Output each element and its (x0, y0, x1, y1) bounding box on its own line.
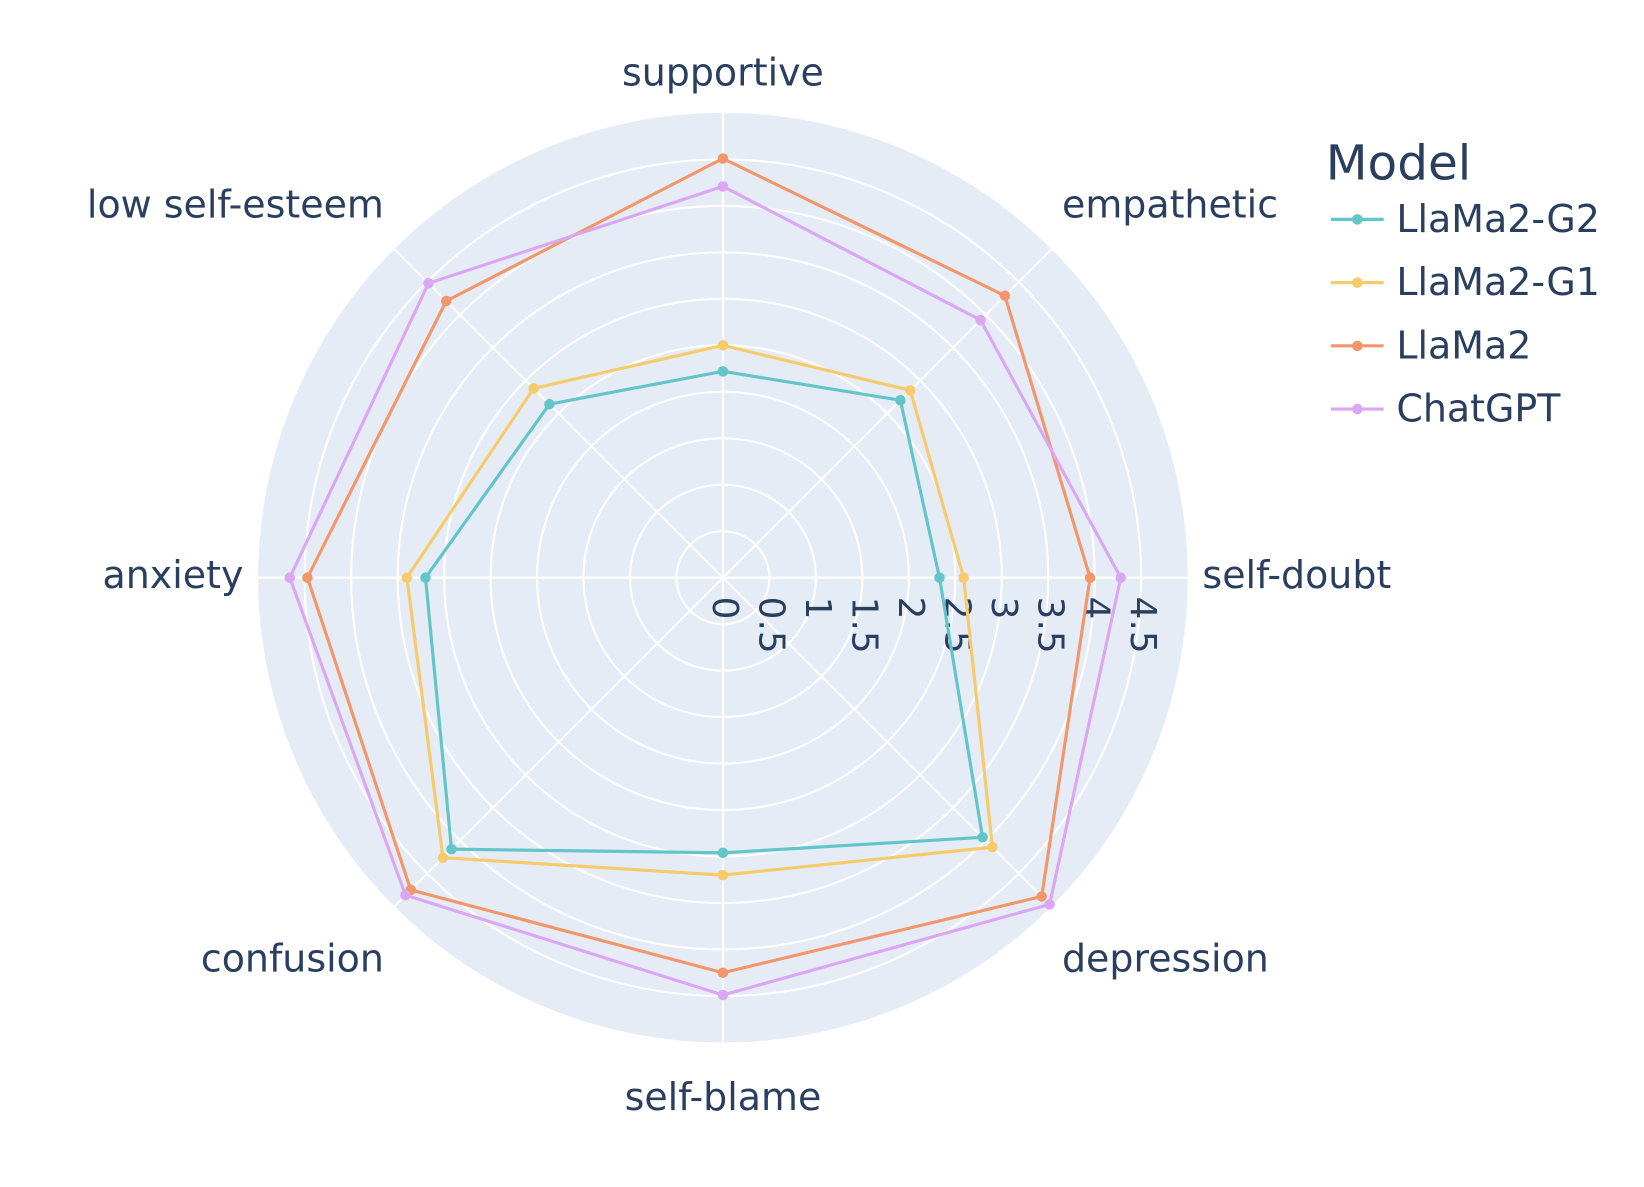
point (987, 841, 998, 853)
point (958, 572, 969, 583)
point (975, 314, 986, 326)
category-label: self-blame (625, 1075, 822, 1119)
point (717, 967, 729, 978)
legend-title: Model (1326, 135, 1472, 191)
legend-marker (1352, 340, 1363, 352)
point (895, 394, 906, 406)
spoke (722, 248, 1053, 579)
category-label: anxiety (103, 553, 244, 597)
category-label: depression (1062, 937, 1269, 981)
point (1084, 572, 1096, 583)
point (437, 852, 449, 863)
r-tick-label: 0.5 (750, 597, 791, 654)
category-label: supportive (622, 51, 824, 95)
point (423, 277, 434, 289)
point (302, 572, 313, 583)
point (977, 832, 988, 843)
point (999, 290, 1011, 302)
point (420, 572, 431, 583)
point (717, 847, 729, 859)
point (528, 383, 539, 394)
legend-label: LlaMa2-G1 (1396, 260, 1600, 304)
point (440, 295, 452, 307)
r-tick-label: 3 (983, 597, 1024, 620)
category-label: empathetic (1062, 183, 1278, 227)
r-tick-label: 1 (797, 597, 838, 620)
point (717, 181, 729, 192)
point (717, 869, 729, 881)
r-tick-label: 3.5 (1029, 597, 1070, 654)
point (544, 398, 555, 410)
legend-label: ChatGPT (1396, 387, 1561, 431)
legend-label: LlaMa2 (1396, 323, 1531, 367)
point (446, 843, 457, 855)
legend-marker (1352, 214, 1363, 225)
point (717, 989, 729, 1001)
category-label: low self-esteem (87, 183, 384, 227)
point (717, 340, 729, 351)
legend-marker (1352, 403, 1363, 415)
point (934, 572, 945, 583)
point (717, 153, 729, 164)
legend-marker (1352, 277, 1363, 288)
category-label: confusion (201, 937, 384, 981)
point (1044, 899, 1055, 910)
point (717, 366, 729, 377)
spoke (722, 576, 1053, 908)
r-tick-label: 4.5 (1122, 597, 1163, 654)
point (904, 385, 916, 396)
r-tick-label: 0 (704, 597, 745, 620)
category-label: self-doubt (1202, 553, 1391, 597)
r-tick-label: 1.5 (843, 597, 884, 654)
point (1115, 572, 1127, 583)
point (1036, 891, 1047, 902)
legend-label: LlaMa2-G2 (1396, 197, 1600, 241)
r-tick-label: 2 (890, 597, 931, 620)
point (284, 572, 296, 583)
point (400, 889, 411, 901)
point (401, 572, 413, 583)
r-tick-label: 4 (1076, 597, 1117, 620)
